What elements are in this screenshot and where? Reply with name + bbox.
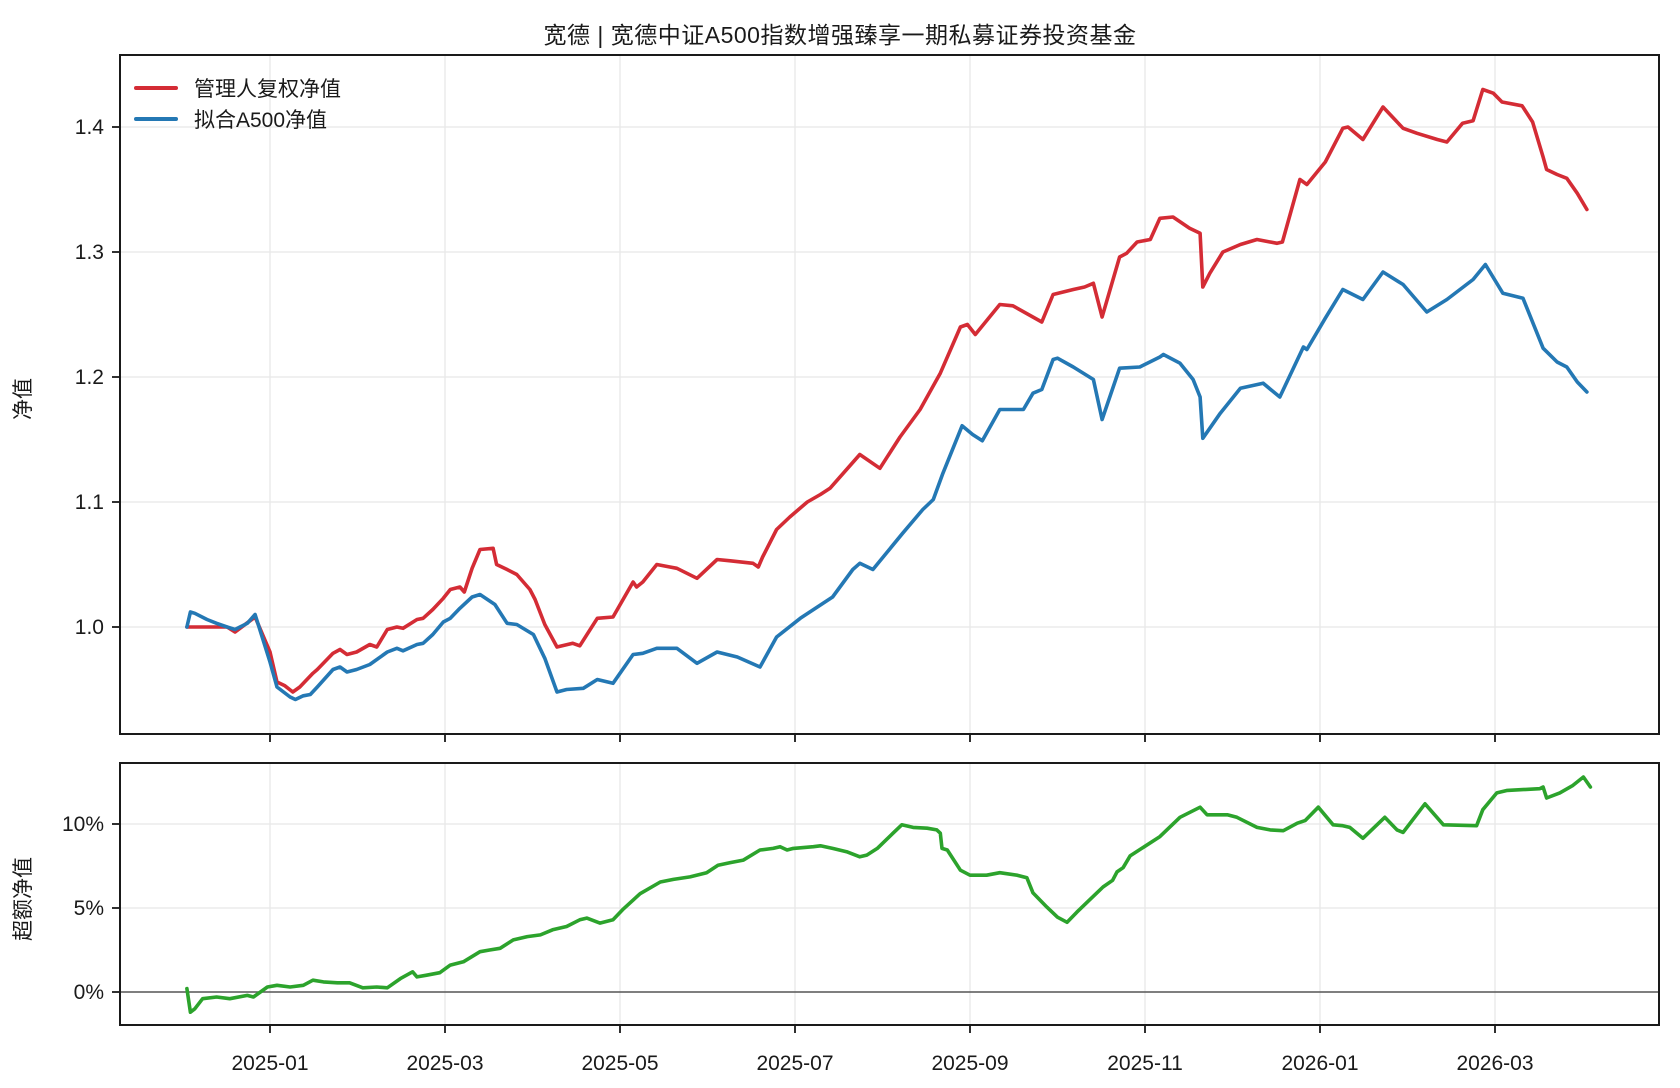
excess-y-tick-label: 10% [62,813,104,836]
legend-label-fitted-a500-nav: 拟合A500净值 [194,108,328,132]
legend: 管理人复权净值 拟合A500净值 [134,72,341,134]
x-tick-label: 2025-01 [231,1052,308,1075]
main-spines [119,54,1660,735]
main-y-tick-label: 1.3 [75,241,104,264]
chart-title: 宽德 | 宽德中证A500指数增强臻享一期私募证券投资基金 [543,22,1137,48]
legend-item-manager-nav: 管理人复权净值 [134,72,341,103]
excess-y-tick-label: 0% [74,981,104,1004]
excess-y-tick-label: 5% [74,897,104,920]
excess-nav-line [185,775,1593,1014]
main-y-tick-label: 1.1 [75,491,104,514]
main-y-axis-label: 净值 [12,378,35,420]
series-layer [185,87,1593,1014]
x-tick-label: 2026-01 [1281,1052,1358,1075]
main-y-tick-label: 1.4 [75,116,105,139]
x-tick-label: 2025-03 [406,1052,483,1075]
tick-labels-layer: 2025-01 2025-03 2025-05 2025-07 2025-09 2025-… [62,116,1534,1075]
excess-y-axis-label: 超额净值 [12,857,35,941]
main-y-tick-label: 1.0 [75,616,104,639]
blue-line-swatch [134,116,178,121]
main-y-tick-label: 1.2 [75,366,104,389]
fitted-a500-nav-line [185,262,1589,702]
gridlines-layer [120,55,1659,1025]
legend-label-manager-nav: 管理人复权净值 [194,77,341,101]
excess-spines [119,762,1660,1026]
red-line-swatch [134,85,178,90]
axes-layer [112,54,1660,1033]
x-tick-label: 2025-07 [756,1052,833,1075]
legend-item-fitted-a500-nav: 拟合A500净值 [134,103,341,134]
manager-nav-line [185,87,1589,694]
x-tick-label: 2025-09 [931,1052,1008,1075]
x-tick-label: 2026-03 [1456,1052,1533,1075]
x-tick-label: 2025-11 [1107,1052,1183,1075]
x-tick-label: 2025-05 [581,1052,658,1075]
